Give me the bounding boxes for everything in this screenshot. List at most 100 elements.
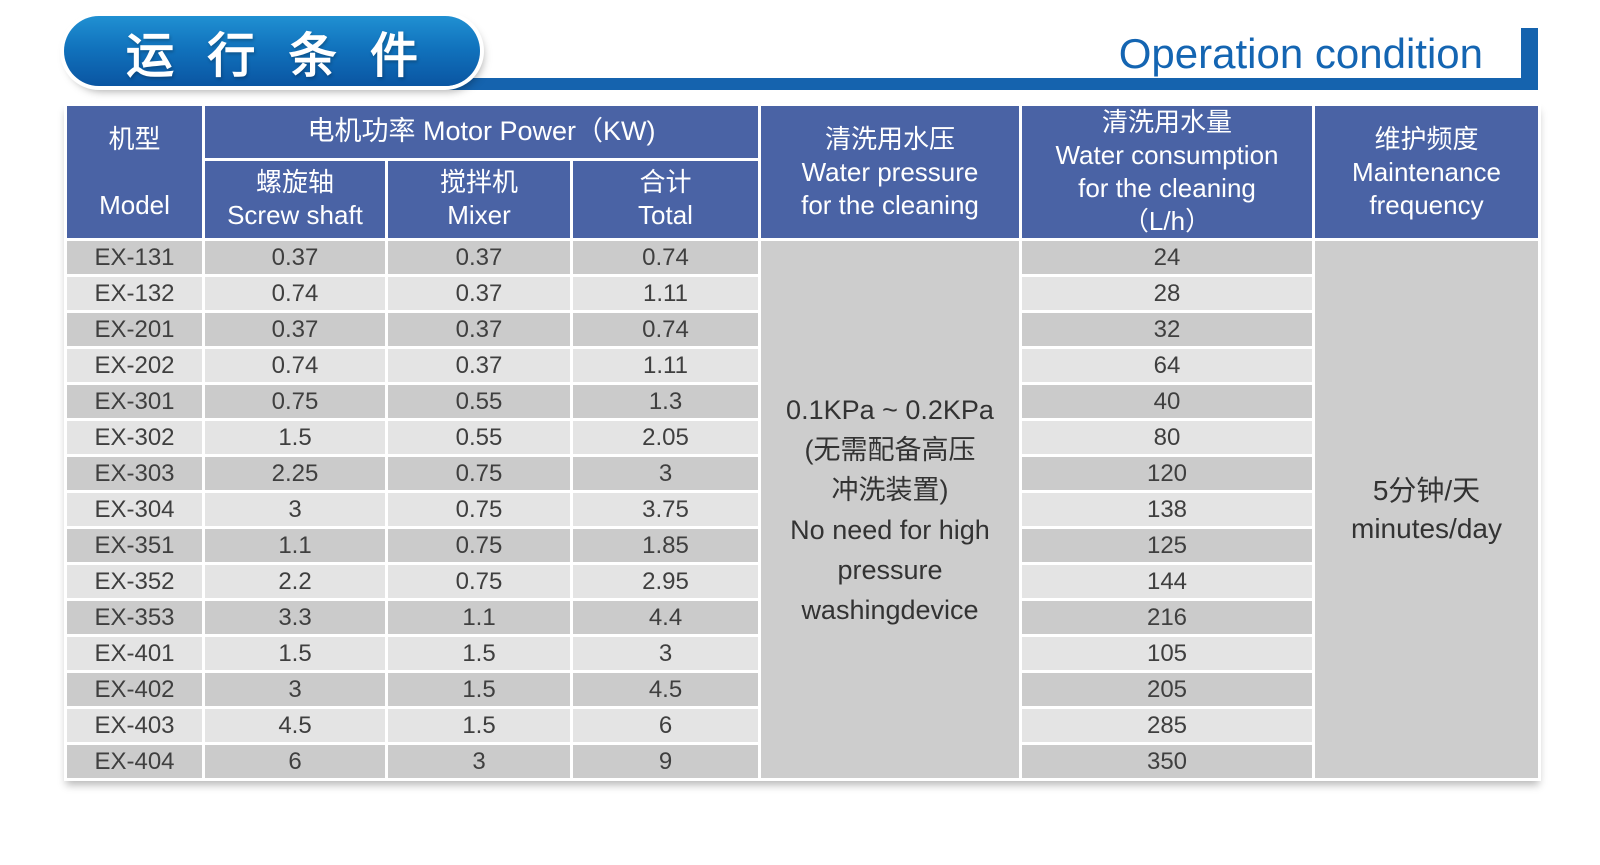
header-line: Maintenance <box>1352 156 1501 187</box>
cell-screw-shaft: 0.37 <box>202 238 388 277</box>
header-line: 合计 <box>639 167 692 198</box>
cell-screw-shaft: 6 <box>202 742 388 781</box>
table-row: EX-302 1.5 0.55 2.05 80 <box>64 418 1540 457</box>
cell-screw-shaft: 4.5 <box>202 706 388 745</box>
table-row: EX-304 3 0.75 3.75 138 <box>64 490 1540 529</box>
cell-water-consumption: 80 <box>1019 418 1315 457</box>
cell-model: EX-404 <box>64 742 205 781</box>
table-row: EX-132 0.74 0.37 1.11 28 <box>64 274 1540 313</box>
cell-model: EX-352 <box>64 562 205 601</box>
cell-total: 3 <box>570 454 761 493</box>
cell-model: EX-303 <box>64 454 205 493</box>
cell-water-consumption: 32 <box>1019 310 1315 349</box>
cell-water-consumption: 28 <box>1019 274 1315 313</box>
page-title-zh: 运 行 条 件 <box>125 30 428 83</box>
cell-mixer: 1.5 <box>385 634 573 673</box>
cell-total: 4.5 <box>570 670 761 709</box>
cell-mixer: 0.75 <box>385 526 573 565</box>
cell-total: 3.75 <box>570 490 761 529</box>
table-row: EX-404 6 3 9 350 <box>64 742 1540 781</box>
cell-model: EX-301 <box>64 382 205 421</box>
table-row: EX-303 2.25 0.75 3 120 <box>64 454 1540 493</box>
col-header-model-en: Model <box>99 190 170 220</box>
cell-total: 1.3 <box>570 382 761 421</box>
cell-total: 4.4 <box>570 598 761 637</box>
cell-screw-shaft: 3 <box>202 490 388 529</box>
col-header-water-consumption: 清洗用水量 Water consumption for the cleaning… <box>1019 103 1315 241</box>
header-line: Water consumption <box>1055 140 1279 170</box>
cell-screw-shaft: 0.37 <box>202 310 388 349</box>
header-line: 螺旋轴 <box>255 167 334 198</box>
cell-water-consumption: 216 <box>1019 598 1315 637</box>
table-row: EX-202 0.74 0.37 1.11 64 <box>64 346 1540 385</box>
cell-screw-shaft: 0.74 <box>202 346 388 385</box>
cell-water-consumption: 144 <box>1019 562 1315 601</box>
spacer <box>67 154 202 190</box>
cell-mixer: 0.75 <box>385 490 573 529</box>
cell-mixer: 1.5 <box>385 670 573 709</box>
cell-total: 9 <box>570 742 761 781</box>
cell-model: EX-401 <box>64 634 205 673</box>
table-header: 机型 Model 电机功率 Motor Power（KW) 清洗用水压 Wate… <box>64 103 1541 242</box>
header-line: Total <box>638 200 693 231</box>
cell-mixer: 1.1 <box>385 598 573 637</box>
cell-model: EX-402 <box>64 670 205 709</box>
table-row: EX-353 3.3 1.1 4.4 216 <box>64 598 1540 637</box>
cell-water-consumption: 24 <box>1019 238 1315 277</box>
col-header-total: 合计 Total <box>570 157 761 242</box>
cell-model: EX-201 <box>64 310 205 349</box>
title-pill: 运 行 条 件 <box>64 16 480 86</box>
cell-model: EX-351 <box>64 526 205 565</box>
cell-water-consumption: 64 <box>1019 346 1315 385</box>
table-row: EX-301 0.75 0.55 1.3 40 <box>64 382 1540 421</box>
water-pressure-line: No need for high <box>790 514 990 545</box>
header-line: 清洗用水量 <box>1101 107 1232 137</box>
table-row: EX-351 1.1 0.75 1.85 125 <box>64 526 1540 565</box>
cell-mixer: 0.37 <box>385 274 573 313</box>
header-line: frequency <box>1369 189 1484 220</box>
cell-mixer: 0.55 <box>385 418 573 457</box>
cell-water-consumption: 205 <box>1019 670 1315 709</box>
cell-mixer: 0.75 <box>385 562 573 601</box>
col-header-motor-power: 电机功率 Motor Power（KW) <box>202 103 761 161</box>
cell-total: 1.11 <box>570 274 761 313</box>
cell-water-consumption: 105 <box>1019 634 1315 673</box>
cell-total: 0.74 <box>570 310 761 349</box>
col-header-model-zh: 机型 <box>108 124 161 154</box>
cell-water-consumption: 138 <box>1019 490 1315 529</box>
cell-model: EX-132 <box>64 274 205 313</box>
col-header-maintenance: 维护频度 Maintenance frequency <box>1312 103 1541 241</box>
header-row-1: 机型 Model 电机功率 Motor Power（KW) 清洗用水压 Wate… <box>64 103 1541 241</box>
cell-screw-shaft: 3.3 <box>202 598 388 637</box>
col-header-mixer: 搅拌机 Mixer <box>385 157 573 242</box>
title-banner: 运 行 条 件 Operation condition <box>0 0 1600 100</box>
cell-total: 1.11 <box>570 346 761 385</box>
cell-total: 1.85 <box>570 526 761 565</box>
cell-total: 2.95 <box>570 562 761 601</box>
table-row: EX-401 1.5 1.5 3 105 <box>64 634 1540 673</box>
cell-mixer: 3 <box>385 742 573 781</box>
cell-screw-shaft: 2.25 <box>202 454 388 493</box>
banner-end-bar <box>1521 28 1538 90</box>
cell-total: 3 <box>570 634 761 673</box>
header-line: （L/h） <box>1122 206 1212 236</box>
col-header-model: 机型 Model <box>64 103 205 241</box>
cell-water-consumption: 285 <box>1019 706 1315 745</box>
cell-screw-shaft: 3 <box>202 670 388 709</box>
cell-mixer: 0.37 <box>385 310 573 349</box>
table-row: EX-402 3 1.5 4.5 205 <box>64 670 1540 709</box>
header-line: 维护频度 <box>1374 123 1479 154</box>
header-line: 清洗用水压 <box>824 123 955 154</box>
header-line: Mixer <box>447 200 511 231</box>
header-row-2: 螺旋轴 Screw shaft 搅拌机 Mixer 合计 Total <box>66 157 1540 242</box>
header-line: for the cleaning <box>1078 173 1256 203</box>
cell-screw-shaft: 2.2 <box>202 562 388 601</box>
cell-mixer: 0.55 <box>385 382 573 421</box>
water-pressure-cell: 0.1KPa ~ 0.2KPa (无需配备高压 冲洗装置) No need for h… <box>758 238 1022 781</box>
header-line: for the cleaning <box>801 189 979 220</box>
water-pressure-line: pressure <box>837 554 943 585</box>
operation-condition-table: 机型 Model 电机功率 Motor Power（KW) 清洗用水压 Wate… <box>64 103 1541 781</box>
cell-total: 2.05 <box>570 418 761 457</box>
table-body: EX-131 0.37 0.37 0.74 0.1KPa ~ 0.2KPa (无需配备高压… <box>64 238 1541 781</box>
cell-screw-shaft: 1.1 <box>202 526 388 565</box>
